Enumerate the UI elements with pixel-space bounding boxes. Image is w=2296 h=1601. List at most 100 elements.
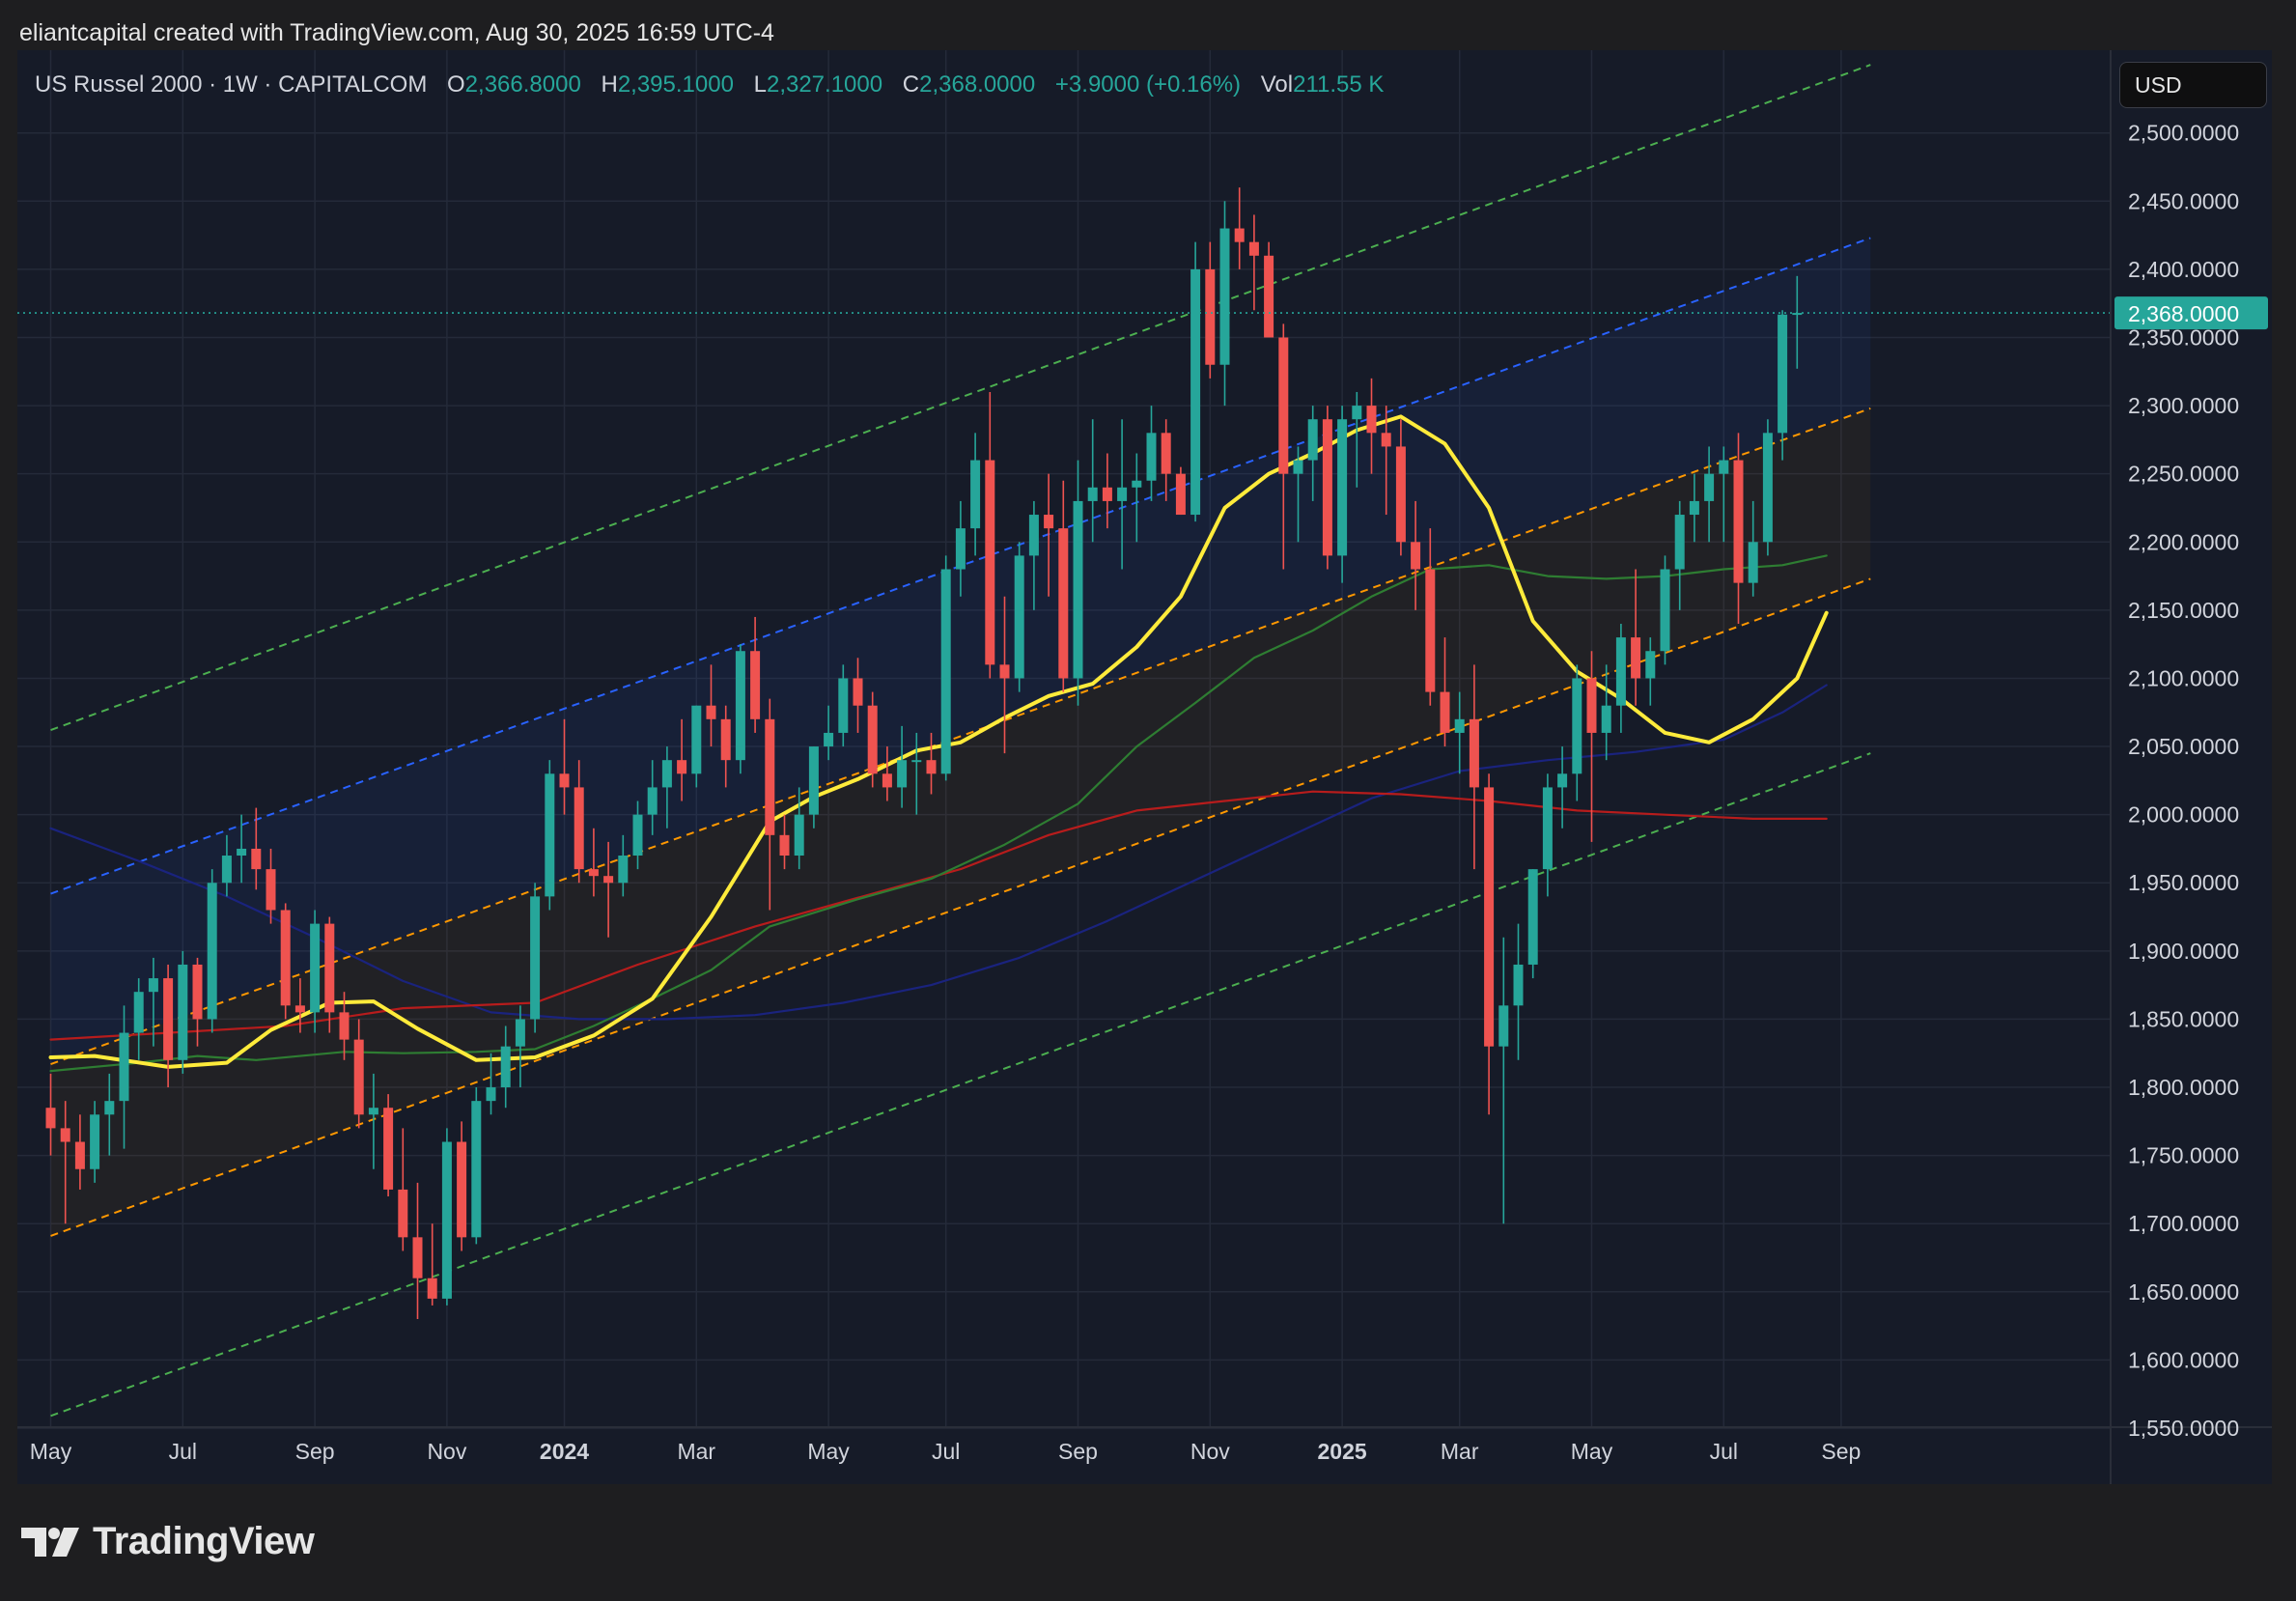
channel-line-orange-lower <box>50 577 1871 1237</box>
candle <box>515 1005 525 1088</box>
candle-body <box>765 718 775 835</box>
candle <box>808 746 819 829</box>
candle-body <box>1307 419 1318 461</box>
candle-body <box>1498 1005 1509 1047</box>
candle <box>368 1073 378 1169</box>
price-chart[interactable]: 2,500.00002,450.00002,400.00002,350.0000… <box>17 50 2272 1484</box>
x-tick-label: Sep <box>1821 1439 1861 1464</box>
candle-body <box>574 787 584 870</box>
candle-body <box>691 705 702 774</box>
candle-body <box>471 1101 482 1238</box>
candle <box>90 1101 100 1183</box>
candle-body <box>1117 487 1128 501</box>
candle <box>280 903 291 1020</box>
candle-body <box>897 760 908 788</box>
candle <box>735 644 745 774</box>
candle-body <box>1704 473 1715 501</box>
candle <box>1073 460 1083 706</box>
candle-body <box>882 773 892 788</box>
last-price-label: 2,368.0000 <box>2128 301 2239 326</box>
candle <box>838 664 849 747</box>
candle-body <box>280 910 291 1006</box>
candle-body <box>1219 228 1230 365</box>
candle <box>1631 569 1641 706</box>
y-tick-label: 2,100.0000 <box>2128 665 2239 690</box>
candle <box>1044 473 1054 597</box>
candle-body <box>545 773 555 897</box>
candle-body <box>1484 787 1495 1047</box>
chart-caption: eliantcapital created with TradingView.c… <box>19 19 774 46</box>
candle <box>955 500 966 597</box>
candle-body <box>45 1108 56 1129</box>
candle-body <box>779 834 790 857</box>
low-label: L <box>753 71 767 98</box>
candle <box>486 1053 496 1115</box>
candle <box>1586 651 1597 842</box>
candle-body <box>1322 419 1332 556</box>
x-tick-label: May <box>1571 1439 1613 1464</box>
candle <box>677 718 687 801</box>
candle-body <box>353 1039 364 1115</box>
candle <box>1411 500 1421 610</box>
candle-body <box>1469 718 1479 788</box>
candle <box>148 957 158 1047</box>
candle <box>1175 466 1186 516</box>
candle <box>133 978 144 1060</box>
candle-body <box>1352 406 1362 420</box>
change-value: +3.9000 (+0.16%) <box>1054 71 1242 98</box>
candle <box>867 691 878 788</box>
candle <box>1102 453 1112 529</box>
candle <box>1161 419 1171 501</box>
candle-body <box>310 923 321 1013</box>
candle <box>588 828 599 897</box>
candle <box>441 1128 452 1306</box>
candle <box>471 1087 482 1245</box>
tradingview-logo[interactable]: TradingView <box>21 1520 315 1563</box>
candle <box>1264 241 1274 338</box>
x-tick-label: Sep <box>295 1439 335 1464</box>
candle <box>119 1005 129 1149</box>
candle-body <box>647 787 658 815</box>
candle-body <box>808 746 819 815</box>
x-tick-label: May <box>807 1439 850 1464</box>
x-tick-label: Mar <box>677 1439 715 1464</box>
currency-button[interactable]: USD <box>2119 62 2267 108</box>
candle <box>1645 637 1656 706</box>
candle <box>192 957 203 1047</box>
candle <box>1205 241 1216 379</box>
y-tick-label: 2,500.0000 <box>2128 121 2239 146</box>
candle-body <box>1190 268 1201 516</box>
ma-line-red <box>49 790 1828 1041</box>
high-value: 2,395.1000 <box>617 71 734 98</box>
y-tick-label: 1,550.0000 <box>2128 1416 2239 1441</box>
candle-body <box>339 1012 350 1040</box>
candle-body <box>251 848 262 870</box>
candle <box>999 596 1010 754</box>
candle <box>1190 241 1201 522</box>
x-tick-label: Jul <box>932 1439 960 1464</box>
candle-body <box>398 1189 408 1238</box>
x-tick-label: Mar <box>1441 1439 1479 1464</box>
candle-body <box>1293 460 1303 474</box>
candle <box>251 807 262 890</box>
candle-body <box>1337 419 1348 556</box>
chart-panel[interactable]: 2,500.0000 2,450.0000 2,400.0000 2,350.0000… <box>17 50 2272 1484</box>
candle-body <box>661 760 672 788</box>
candle <box>765 698 775 911</box>
x-tick-label: Sep <box>1058 1439 1098 1464</box>
candle <box>104 1073 115 1156</box>
candle-body <box>750 651 761 719</box>
candle <box>1381 406 1391 516</box>
candle <box>1719 446 1729 543</box>
candle-body <box>207 883 217 1020</box>
y-tick-label: 2,050.0000 <box>2128 734 2239 759</box>
candle-body <box>1234 228 1245 242</box>
candle <box>1778 310 1788 461</box>
candle <box>237 814 247 884</box>
y-tick-label: 1,850.0000 <box>2128 1006 2239 1031</box>
symbol-label[interactable]: US Russel 2000 · 1W · CAPITALCOM <box>35 71 428 98</box>
candle <box>427 1223 437 1306</box>
candle <box>178 950 188 1074</box>
candle-body <box>1381 433 1391 447</box>
candle <box>1792 275 1803 369</box>
